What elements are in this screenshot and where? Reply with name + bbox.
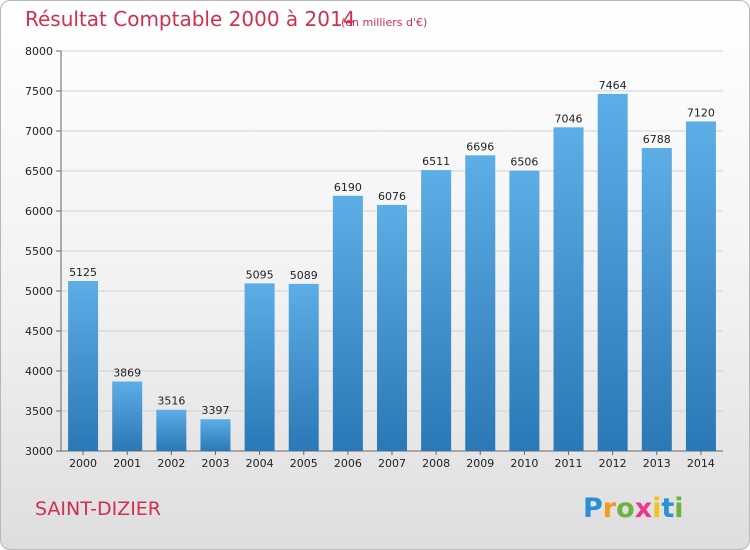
value-label-2008: 6511: [422, 155, 450, 168]
value-labels: 5125 3869 3516 3397 5095 5089 6190 6076 6511 6696…: [69, 79, 715, 417]
value-label-2013: 6788: [643, 133, 671, 146]
logo-letter: x: [635, 493, 652, 524]
bar-2010: [509, 170, 540, 451]
bar-2008: [421, 170, 452, 451]
value-label-2006: 6190: [334, 181, 362, 194]
value-label-2010: 6506: [510, 156, 538, 169]
x-tick-label-2006: 2006: [334, 457, 362, 470]
x-tick-label-2003: 2003: [201, 457, 229, 470]
bar-2007: [377, 204, 407, 451]
x-tick-label-2008: 2008: [422, 457, 450, 470]
x-tick-label-2007: 2007: [378, 457, 406, 470]
bar-2013: [641, 147, 672, 451]
x-tick-label-2013: 2013: [643, 457, 671, 470]
logo-letter: r: [603, 493, 617, 524]
proxiti-logo: Proxiti: [583, 493, 684, 524]
bar-2014: [685, 121, 716, 452]
logo-letter: i: [652, 493, 661, 524]
bar-2004: [244, 283, 275, 451]
value-label-2009: 6696: [466, 140, 494, 153]
value-label-2001: 3869: [113, 366, 141, 379]
x-tick-label-2010: 2010: [510, 457, 538, 470]
x-tick-label-2001: 2001: [113, 457, 141, 470]
y-tick-label: 8000: [25, 45, 53, 58]
chart-subtitle: (en milliers d'€): [341, 16, 427, 29]
y-tick-label: 7000: [25, 125, 53, 138]
bar-2000: [68, 281, 99, 451]
bar-2006: [332, 195, 363, 451]
chart-title: Résultat Comptable 2000 à 2014: [25, 7, 355, 31]
value-label-2004: 5095: [246, 268, 274, 281]
logo-letter: P: [583, 493, 603, 524]
y-tick-label: 3500: [25, 405, 53, 418]
bar-2009: [465, 155, 496, 451]
bar-2005: [288, 283, 319, 451]
city-name: SAINT-DIZIER: [35, 498, 161, 520]
x-tick-labels: 2000 2001 2002 2003 2004 2005 2006 2007 2008 2009…: [69, 451, 715, 470]
bar-2003: [200, 419, 231, 451]
x-tick-label-2011: 2011: [555, 457, 583, 470]
y-tick-label: 4500: [25, 325, 53, 338]
logo-letter: o: [616, 493, 635, 524]
value-label-2014: 7120: [687, 106, 715, 119]
x-tick-label-2005: 2005: [290, 457, 318, 470]
x-tick-label-2009: 2009: [466, 457, 494, 470]
logo-letter: i: [674, 493, 683, 524]
y-tick-label: 5500: [25, 245, 53, 258]
value-label-2007: 6076: [378, 190, 406, 203]
y-tick-label: 4000: [25, 365, 53, 378]
x-tick-label-2014: 2014: [687, 457, 715, 470]
x-tick-label-2004: 2004: [246, 457, 274, 470]
x-tick-label-2012: 2012: [599, 457, 627, 470]
y-tick-label: 5000: [25, 285, 53, 298]
logo-letter: t: [661, 493, 674, 524]
bar-2012: [597, 93, 628, 451]
value-label-2003: 3397: [201, 404, 229, 417]
bar-2001: [112, 381, 143, 451]
bar-2002: [156, 409, 187, 451]
y-tick-label: 6500: [25, 165, 53, 178]
value-label-2011: 7046: [555, 112, 583, 125]
x-tick-label-2002: 2002: [157, 457, 185, 470]
y-tick-label: 3000: [25, 445, 53, 458]
x-tick-label-2000: 2000: [69, 457, 97, 470]
value-label-2002: 3516: [157, 395, 185, 408]
bar-2011: [553, 127, 584, 451]
bars: [68, 93, 716, 452]
y-tick-labels: 3000 3500 4000 4500 5000 5500 6000 6500 7000 7500…: [25, 45, 53, 458]
y-tick-label: 7500: [25, 85, 53, 98]
value-label-2012: 7464: [599, 79, 627, 92]
value-label-2005: 5089: [290, 269, 318, 282]
value-label-2000: 5125: [69, 266, 97, 279]
y-tick-label: 6000: [25, 205, 53, 218]
